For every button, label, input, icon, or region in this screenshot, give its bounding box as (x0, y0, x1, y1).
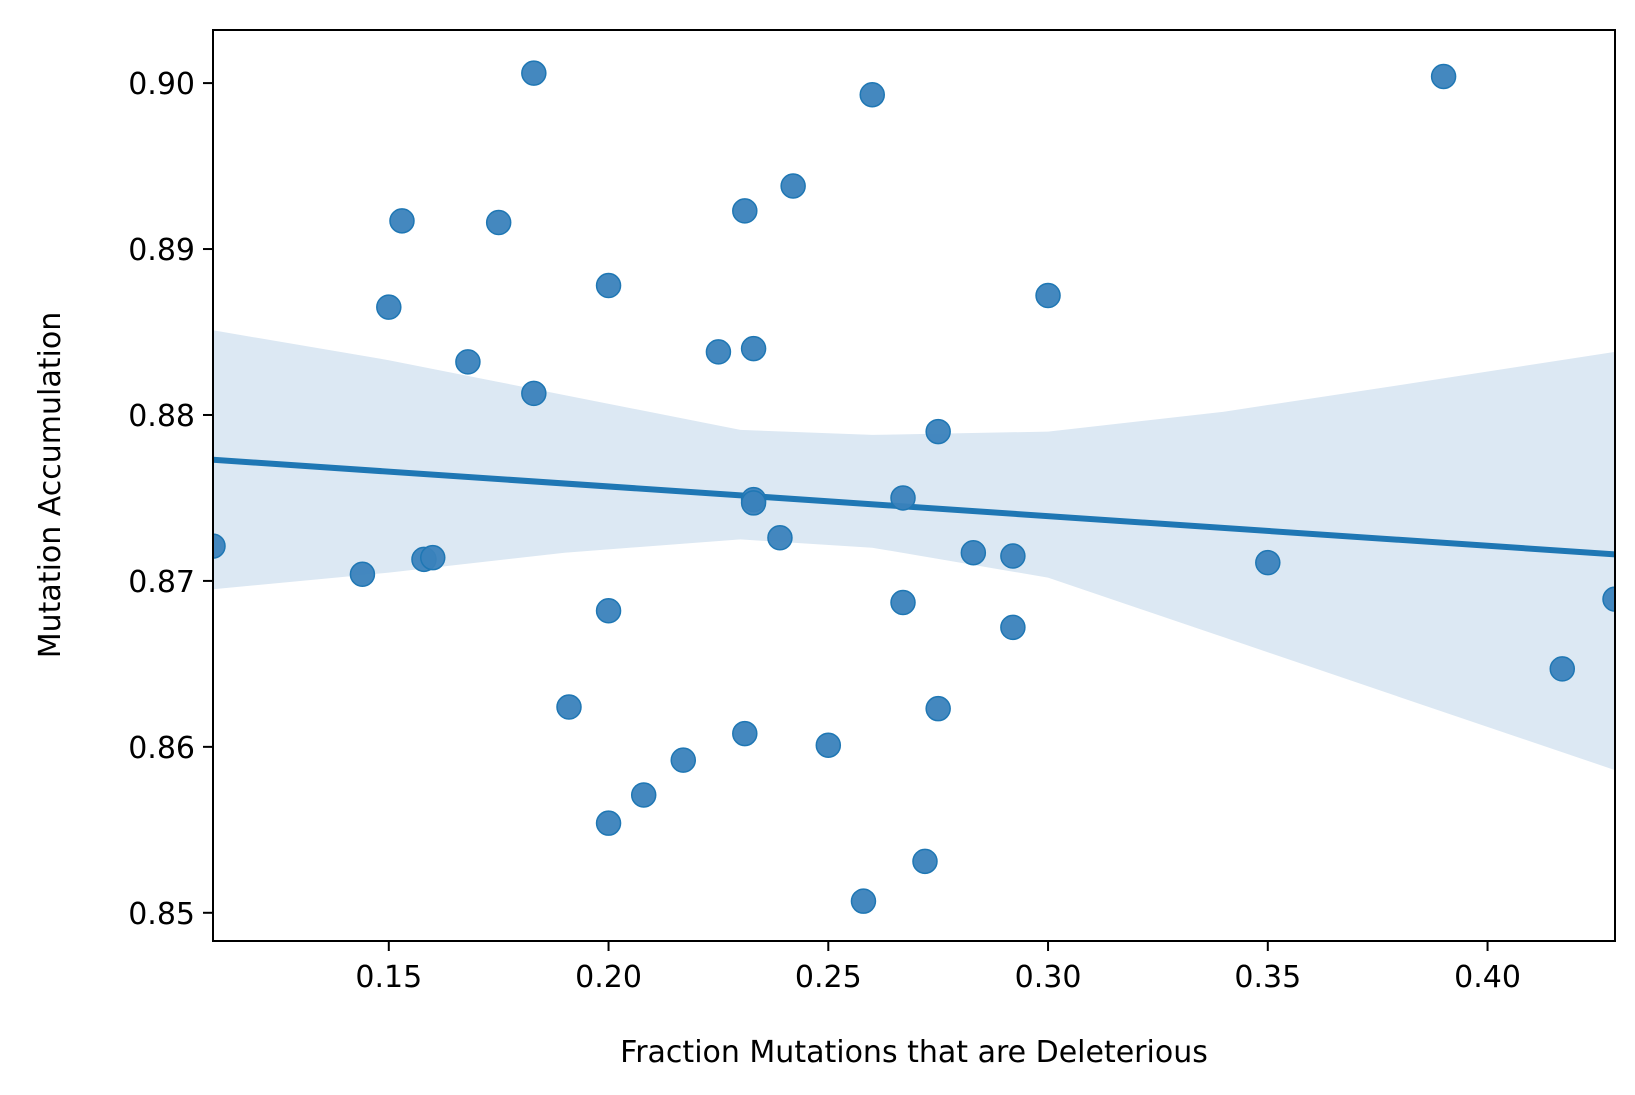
plot-frame (212, 29, 1616, 942)
data-point-26 (850, 888, 877, 914)
confidence-band (213, 330, 1615, 771)
data-point-39 (1549, 656, 1576, 682)
y-axis-label: Mutation Accumulation (33, 312, 68, 658)
data-point-7 (455, 349, 481, 375)
data-points (213, 60, 1615, 914)
y-tick-label: 0.90 (128, 67, 195, 102)
x-tick-label: 0.15 (355, 960, 422, 995)
x-tick-label: 0.40 (1454, 960, 1521, 995)
data-point-34 (1000, 543, 1026, 569)
x-tick-label: 0.35 (1234, 960, 1301, 995)
plot-area (213, 60, 1615, 914)
data-point-9 (521, 60, 547, 86)
data-point-16 (670, 747, 697, 773)
data-point-2 (349, 561, 376, 588)
data-point-24 (780, 173, 806, 199)
data-point-11 (556, 694, 582, 720)
data-point-40 (1602, 586, 1615, 612)
y-tick-label: 0.87 (128, 565, 195, 600)
x-tick-label: 0.20 (575, 960, 642, 995)
data-point-18 (732, 198, 758, 224)
data-point-28 (890, 485, 916, 511)
data-point-17 (705, 339, 732, 365)
x-axis: 0.15 0.20 0.25 0.30 0.35 0.40 (355, 941, 1521, 995)
data-point-8 (485, 209, 512, 236)
data-point-4 (389, 208, 415, 234)
data-point-1 (213, 533, 226, 559)
data-point-33 (960, 539, 987, 566)
y-tick-label: 0.89 (128, 233, 195, 268)
data-point-38 (1430, 63, 1457, 90)
data-point-31 (925, 418, 951, 445)
y-tick-label: 0.85 (128, 897, 195, 932)
data-point-10 (521, 380, 547, 407)
data-point-13 (595, 598, 622, 624)
data-point-12 (595, 272, 622, 299)
y-axis: 0.85 0.86 0.87 0.88 0.89 0.90 (128, 67, 213, 932)
data-point-32 (925, 695, 951, 722)
data-point-30 (912, 848, 938, 875)
data-point-19 (732, 720, 758, 747)
x-axis-label: Fraction Mutations that are Deleterious (620, 1035, 1208, 1070)
data-point-27 (859, 81, 885, 108)
data-point-6 (419, 544, 446, 571)
data-point-22 (740, 490, 767, 516)
x-tick-label: 0.25 (795, 960, 862, 995)
data-point-29 (890, 589, 916, 616)
regression-line (213, 456, 1615, 558)
data-point-23 (767, 525, 793, 551)
data-point-20 (740, 335, 767, 362)
data-point-15 (630, 782, 657, 808)
data-point-35 (1000, 614, 1026, 641)
data-point-3 (376, 294, 402, 320)
y-tick-label: 0.88 (128, 399, 195, 434)
data-point-36 (1035, 282, 1061, 309)
data-point-14 (595, 810, 622, 836)
data-point-25 (815, 732, 842, 758)
data-point-37 (1255, 549, 1281, 576)
y-tick-label: 0.86 (128, 731, 195, 766)
x-tick-label: 0.30 (1015, 960, 1082, 995)
